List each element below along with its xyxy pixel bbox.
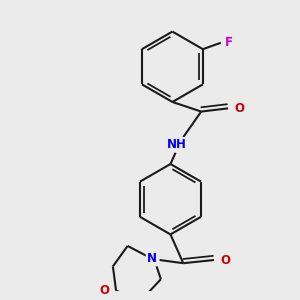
Text: O: O xyxy=(100,284,110,297)
Text: O: O xyxy=(235,102,244,115)
Text: F: F xyxy=(224,36,232,49)
Text: O: O xyxy=(220,254,230,266)
Text: NH: NH xyxy=(167,138,187,151)
Text: N: N xyxy=(147,252,157,265)
